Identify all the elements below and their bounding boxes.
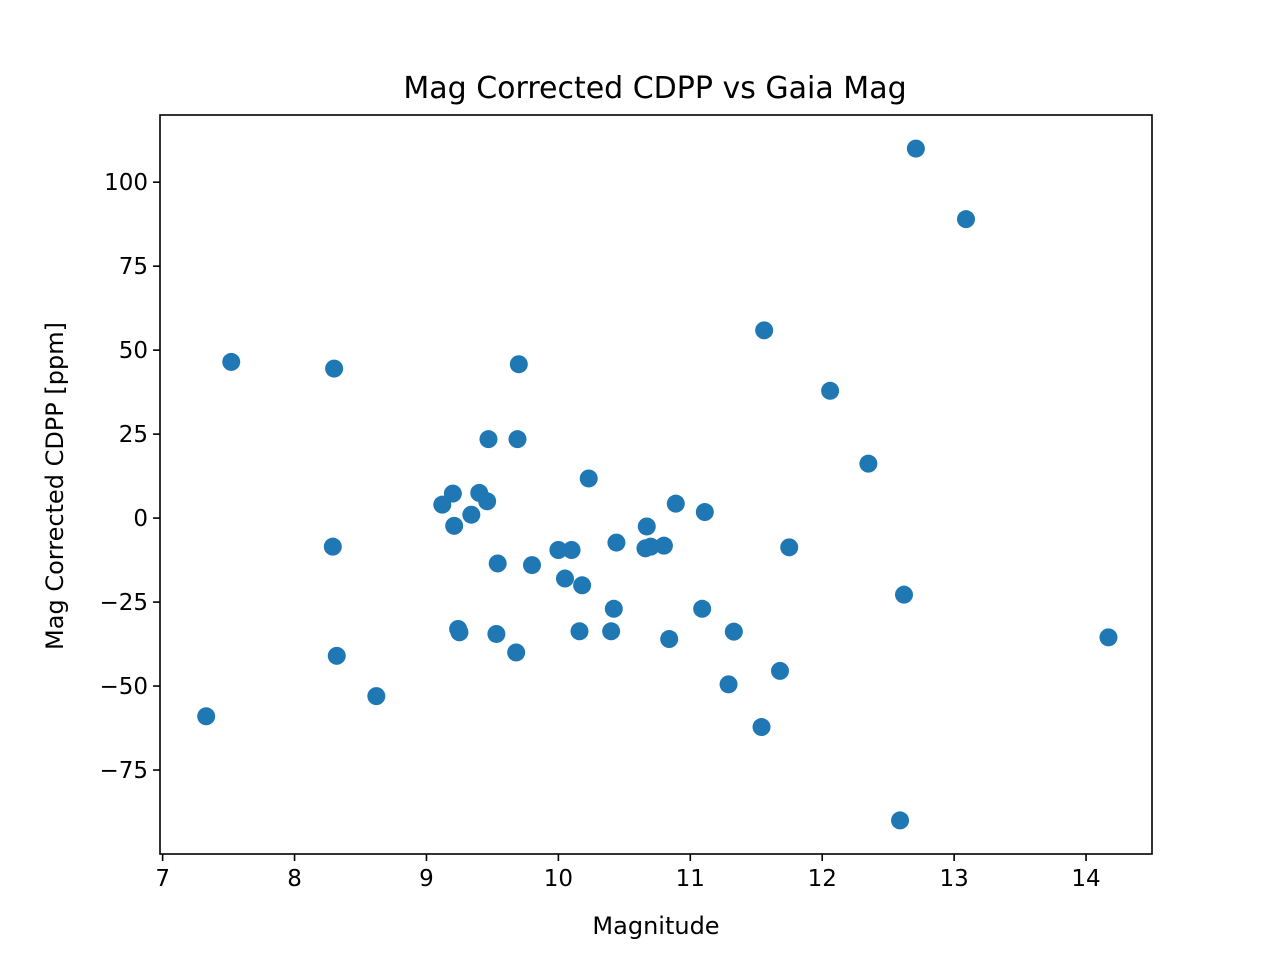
data-point: [771, 661, 789, 680]
x-tick-label: 12: [808, 866, 837, 892]
data-point: [859, 454, 878, 473]
data-point: [607, 533, 626, 552]
data-point: [821, 381, 840, 400]
y-axis-label: Mag Corrected CDPP [ppm]: [41, 322, 69, 650]
data-point: [637, 517, 656, 536]
data-point: [641, 537, 660, 556]
y-tick-label: 0: [133, 506, 148, 532]
data-point: [443, 484, 462, 503]
data-point: [327, 646, 346, 665]
y-tick-label: 100: [104, 170, 148, 196]
x-axis-label: Magnitude: [592, 912, 719, 940]
data-point: [895, 585, 913, 604]
data-point: [719, 675, 738, 694]
data-point: [549, 541, 568, 560]
data-point: [602, 622, 621, 641]
y-tick-label: 50: [119, 338, 148, 364]
y-tick-label: −75: [99, 758, 148, 784]
data-point: [755, 321, 774, 340]
data-point: [695, 503, 714, 522]
data-point: [507, 643, 526, 662]
data-point: [752, 718, 771, 737]
data-points: [197, 139, 1118, 830]
data-point: [562, 541, 581, 560]
data-point: [462, 505, 481, 524]
data-point: [555, 569, 574, 588]
x-tick-label: 14: [1071, 866, 1100, 892]
y-axis: −75 −50 −25 0 25 50 75 100: [99, 170, 160, 784]
x-axis: 7 8 9 10 11 12 13 14: [155, 854, 1101, 892]
plot-frame: [159, 114, 1153, 855]
data-point: [1099, 628, 1118, 647]
y-tick-label: 75: [119, 254, 148, 280]
data-point: [660, 630, 679, 649]
data-point: [579, 469, 598, 488]
x-tick-label: 10: [544, 866, 573, 892]
x-tick-label: 13: [939, 866, 968, 892]
data-point: [508, 430, 527, 449]
data-point: [666, 494, 685, 513]
data-point: [509, 355, 528, 374]
data-point: [222, 352, 241, 371]
data-point: [570, 622, 589, 641]
data-point: [654, 536, 673, 555]
y-tick-label: 25: [119, 422, 148, 448]
data-point: [724, 622, 743, 641]
data-point: [573, 576, 592, 595]
data-point: [325, 359, 344, 378]
data-point: [957, 210, 975, 229]
data-point: [693, 599, 712, 618]
data-point: [523, 556, 541, 575]
data-point: [891, 811, 910, 830]
data-point: [367, 687, 386, 706]
x-tick-label: 7: [155, 866, 170, 892]
x-tick-label: 11: [676, 866, 705, 892]
data-point: [478, 492, 497, 511]
data-point: [906, 139, 925, 158]
data-point: [323, 537, 342, 556]
y-tick-label: −25: [99, 590, 148, 616]
data-point: [479, 430, 498, 449]
data-point: [450, 623, 469, 642]
data-point: [488, 554, 507, 573]
chart-title: Mag Corrected CDPP vs Gaia Mag: [403, 71, 906, 106]
data-point: [197, 707, 216, 726]
x-tick-label: 9: [419, 866, 434, 892]
data-point: [487, 624, 506, 643]
data-point: [780, 538, 799, 557]
x-tick-label: 8: [287, 866, 302, 892]
y-tick-label: −50: [99, 674, 148, 700]
data-point: [445, 516, 464, 535]
data-point: [604, 599, 623, 618]
